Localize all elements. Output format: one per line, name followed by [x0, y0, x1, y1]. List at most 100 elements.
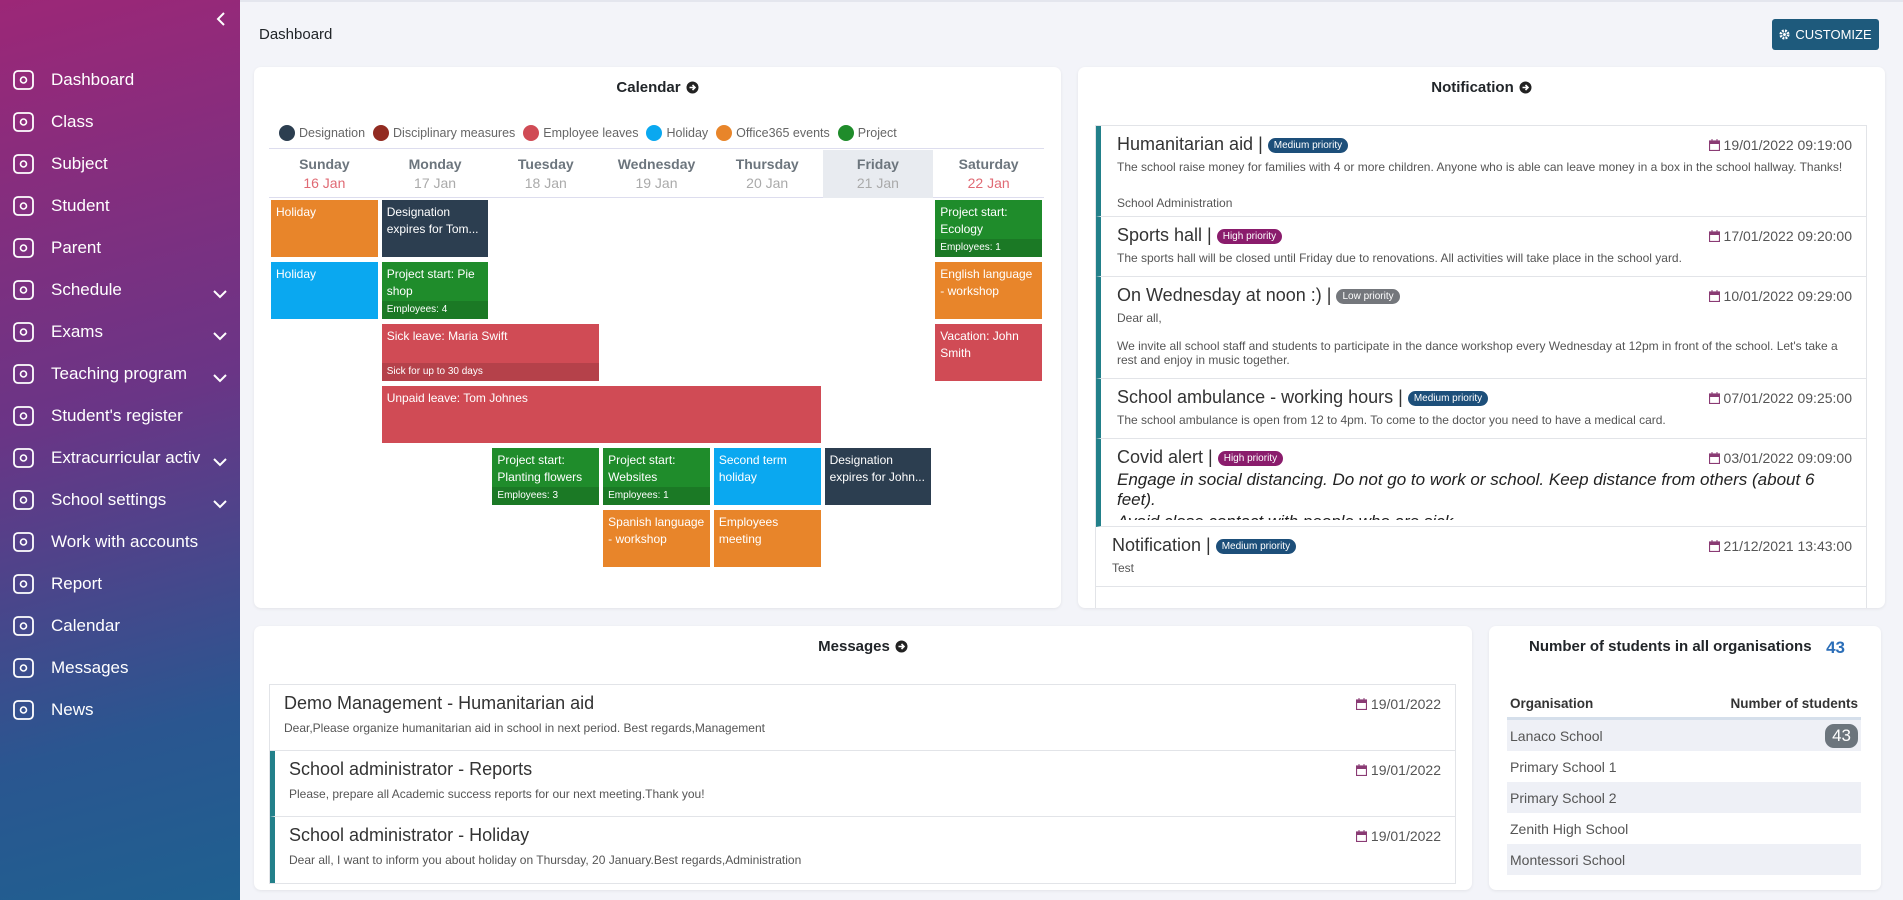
message-head: Demo Management - Humanitarian aid 19/01/…: [284, 693, 1441, 714]
notification-date: 17/01/2022 09:20:00: [1708, 228, 1852, 244]
calendar-event[interactable]: Second term holiday: [713, 448, 821, 505]
day-header: Sunday 16 Jan: [269, 150, 380, 198]
legend-item[interactable]: Project: [837, 125, 897, 141]
notification-item[interactable]: School ambulance - working hours | Medium…: [1096, 379, 1866, 439]
menu-item[interactable]: Subject: [0, 147, 240, 181]
menu-item[interactable]: Class: [0, 105, 240, 139]
menu-item[interactable]: Teaching program: [0, 357, 240, 391]
body-text: Dear all,: [1117, 311, 1162, 325]
event-detail: Employees: 3: [492, 486, 600, 505]
date-text: 19/01/2022: [1370, 827, 1441, 844]
header-rule: [269, 197, 1044, 198]
day-header: Thursday 20 Jan: [712, 150, 823, 198]
notification-body: The sports hall will be closed until Fri…: [1117, 251, 1852, 265]
legend-swatch: [716, 125, 733, 141]
notification-item[interactable]: Covid alert | High priority 03/01/2022 09:…: [1096, 439, 1866, 527]
calendar-event[interactable]: English language - workshop: [935, 262, 1042, 319]
calendar-event[interactable]: Project start: Websites Employees: 1: [603, 448, 710, 505]
calendar-event[interactable]: Designation expires for Tom...: [381, 200, 489, 257]
event-title: Holiday: [276, 267, 317, 281]
calendar-event[interactable]: Project start: Ecology Employees: 1: [935, 200, 1042, 257]
message-title: School administrator - Reports: [289, 759, 533, 779]
event-title: Employees meeting: [718, 515, 779, 547]
legend-item[interactable]: Designation: [279, 125, 365, 141]
calendar-event[interactable]: Unpaid leave: Tom Johnes: [381, 386, 821, 443]
notification-item[interactable]: Humanitarian aid | Medium priority 19/01/2…: [1096, 126, 1866, 217]
messages-title: Messages: [818, 638, 890, 655]
message-item[interactable]: Demo Management - Humanitarian aid 19/01/…: [270, 685, 1455, 751]
calendar-event[interactable]: Holiday: [271, 262, 378, 319]
message-title: School administrator - Holiday: [289, 825, 530, 845]
date-text: 19/01/2022: [1370, 695, 1441, 712]
message-date: 19/01/2022: [1355, 762, 1441, 778]
event-detail: Employees: 4: [381, 300, 489, 319]
menu-item[interactable]: Exams: [0, 315, 240, 349]
calendar-event[interactable]: Holiday: [271, 200, 378, 257]
legend-label: Holiday: [666, 126, 709, 140]
message-item[interactable]: School administrator - Reports 19/01/2022…: [270, 751, 1455, 817]
arrow-icon: [1519, 81, 1532, 94]
notification-title: School ambulance - working hours |: [1117, 387, 1403, 407]
event-title: Spanish language - workshop: [608, 515, 705, 547]
day-name: Friday: [856, 156, 899, 172]
calendar-event[interactable]: Vacation: John Smith: [935, 324, 1042, 381]
menu-item[interactable]: Report: [0, 567, 240, 601]
menu-item[interactable]: Schedule: [0, 273, 240, 307]
menu-label: Dashboard: [51, 70, 135, 89]
submenu-chevron: [212, 452, 228, 472]
day-header: Wednesday 19 Jan: [601, 150, 712, 198]
calendar-event[interactable]: Employees meeting: [713, 510, 821, 567]
notification-item[interactable]: Sports hall | High priority 17/01/2022 09:…: [1096, 217, 1866, 277]
menu-item[interactable]: Student's register: [0, 399, 240, 433]
menu-item[interactable]: Extracurricular activ: [0, 441, 240, 475]
notification-title: Covid alert |: [1117, 447, 1213, 467]
day-date: 18 Jan: [524, 175, 567, 191]
calendar-header[interactable]: Calendar: [254, 79, 1061, 96]
calendar-event[interactable]: Spanish language - workshop: [603, 510, 710, 567]
notification-title: On Wednesday at noon :) |: [1117, 285, 1332, 305]
message-head: School administrator - Reports 19/01/2022: [289, 759, 1441, 780]
menu-label: Parent: [51, 238, 102, 257]
organisation-name: Primary School 2: [1510, 789, 1617, 806]
notification-heading: Covid alert | High priority: [1117, 447, 1284, 468]
message-item[interactable]: School administrator - Holiday 19/01/2022…: [270, 817, 1455, 883]
organisation-name: Montessori School: [1510, 851, 1626, 868]
menu-item[interactable]: Work with accounts: [0, 525, 240, 559]
calendar-event[interactable]: Project start: Planting flowers Employees…: [492, 448, 600, 505]
calendar-event[interactable]: Designation expires for John...: [824, 448, 932, 505]
organisation-name: Zenith High School: [1510, 820, 1629, 837]
notification-header[interactable]: Notification: [1078, 79, 1885, 96]
day-name: Tuesday: [517, 156, 574, 172]
collapse-button[interactable]: [214, 10, 228, 28]
notification-date: 21/12/2021 13:43:00: [1708, 538, 1852, 554]
calendar-event[interactable]: Sick leave: Maria Swift Sick for up to 30…: [381, 324, 600, 381]
menu-label: Class: [51, 112, 94, 131]
menu-item[interactable]: News: [0, 693, 240, 727]
legend-item[interactable]: Holiday: [646, 125, 708, 141]
customize-button[interactable]: CUSTOMIZE: [1772, 19, 1879, 50]
menu-item[interactable]: Parent: [0, 231, 240, 265]
menu-icon: [12, 278, 36, 307]
legend-swatch: [523, 125, 540, 141]
date-icon: [1708, 539, 1720, 552]
priority-badge: Medium priority: [1215, 539, 1297, 555]
notification-item[interactable]: Notification | Medium priority 21/12/2021 …: [1096, 527, 1866, 587]
legend-item[interactable]: Employee leaves: [523, 125, 638, 141]
notification-item[interactable]: On Wednesday at noon :) | Low priority 10/…: [1096, 277, 1866, 379]
menu-item[interactable]: Calendar: [0, 609, 240, 643]
arrow-icon: [895, 640, 908, 653]
calendar-event[interactable]: Project start: Pie shop Employees: 4: [381, 262, 489, 319]
notification-body: The school raise money for families with…: [1117, 160, 1852, 174]
legend-item[interactable]: Office365 events: [716, 125, 830, 141]
messages-header[interactable]: Messages: [254, 638, 1472, 655]
menu-item[interactable]: Student: [0, 189, 240, 223]
legend-label: Office365 events: [736, 126, 830, 140]
notification-title: Notification |: [1112, 535, 1211, 555]
menu-item[interactable]: Messages: [0, 651, 240, 685]
legend-item[interactable]: Disciplinary measures: [373, 125, 515, 141]
table-row: Lanaco School 43: [1507, 720, 1861, 751]
menu-item[interactable]: Dashboard: [0, 63, 240, 97]
menu-item[interactable]: School settings: [0, 483, 240, 517]
